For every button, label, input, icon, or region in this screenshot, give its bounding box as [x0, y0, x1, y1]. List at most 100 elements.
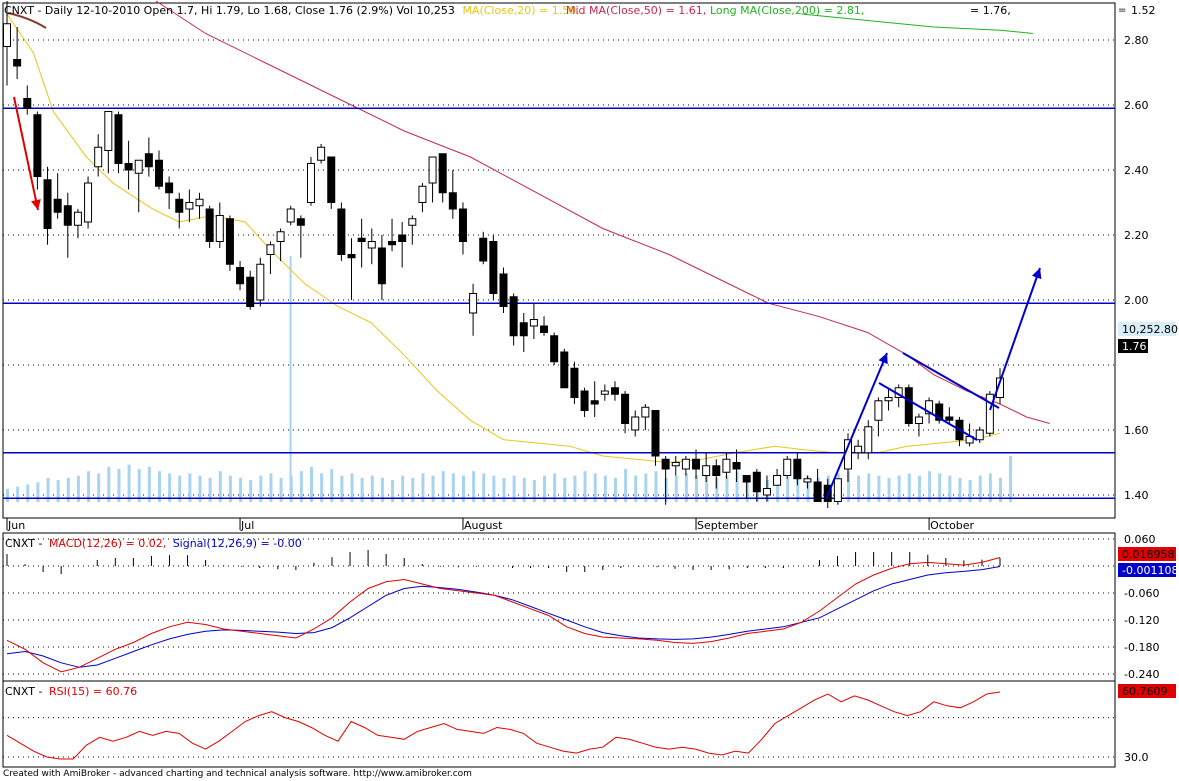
candles — [3, 0, 1004, 508]
volume-bar — [988, 473, 992, 502]
candle-body — [914, 416, 923, 424]
candle-body — [23, 98, 32, 109]
macd-title: CNXT - MACD(12,26) = 0.02, Signal(12,26,… — [5, 537, 302, 550]
volume-bar — [66, 477, 70, 502]
volume-bar — [360, 477, 364, 502]
macd-value-box — [1118, 547, 1176, 561]
flagpole-up-arrow-head — [878, 353, 888, 365]
candle-body — [296, 218, 305, 226]
volume-bar — [87, 471, 91, 502]
volume-bar — [877, 475, 881, 502]
volume-bar — [553, 473, 557, 502]
candle-body — [519, 322, 528, 337]
volume-bar — [867, 473, 871, 502]
candle-body — [996, 377, 1004, 398]
header-ticker-info: CNXT - Daily 12-10-2010 Open 1.7, Hi 1.7… — [4, 4, 580, 17]
volume-bar — [431, 475, 435, 502]
rsi-plot: 30.0 — [3, 691, 1149, 764]
last-price-box — [1118, 339, 1148, 353]
volume-bar — [968, 480, 972, 502]
candle-body — [793, 458, 802, 480]
volume-bar — [705, 473, 709, 502]
candle-body — [702, 465, 711, 476]
volume-bar — [239, 477, 243, 502]
candle-body — [246, 276, 255, 307]
month-label: Jun — [7, 519, 25, 532]
volume-bar — [543, 475, 547, 502]
candle-body — [276, 231, 285, 242]
macd-plot: 0.060 -0.060 -0.120 -0.180 -0.240 — [3, 533, 1159, 681]
trend-drawings — [13, 96, 1042, 500]
candle-body — [266, 244, 275, 255]
candle-body — [165, 182, 174, 194]
candle-body — [479, 237, 488, 262]
header-ma50: Mid MA(Close,50) = 1.61, — [566, 4, 706, 17]
month-label: October — [930, 519, 974, 532]
volume-bar — [624, 469, 628, 502]
volume-bar — [593, 473, 597, 502]
candle-body — [195, 198, 204, 207]
candle-body — [651, 410, 660, 457]
volume-bar — [97, 473, 101, 502]
candle-body — [337, 208, 346, 255]
candle-body — [144, 153, 153, 168]
volume-bar — [492, 475, 496, 502]
candle-body — [570, 367, 579, 398]
candle-body — [469, 293, 478, 314]
candle-body — [752, 471, 761, 493]
candle-body — [175, 198, 184, 213]
corner-marker: = — [1118, 5, 1126, 16]
volume-bar — [127, 464, 131, 502]
volume-bar — [107, 466, 111, 502]
candle-body — [236, 267, 245, 285]
rsi-tick-label: 30.0 — [1124, 751, 1149, 764]
candle-body — [590, 400, 599, 405]
signal-value-box — [1118, 563, 1176, 577]
volume-bar — [198, 475, 202, 502]
price-tick-label: 2.80 — [1124, 34, 1149, 47]
rsi-panel-frame — [2, 680, 1116, 768]
volume-bar — [46, 477, 50, 502]
candle-body — [418, 185, 427, 203]
candle-body — [185, 202, 194, 210]
candle-body — [742, 475, 751, 483]
candle-body — [864, 426, 873, 454]
volume-bar — [563, 477, 567, 502]
volume-spike-bar — [289, 256, 292, 502]
volume-bar — [928, 471, 932, 502]
volume-bar — [26, 484, 30, 502]
volume-bar — [76, 475, 80, 502]
volume-bar — [330, 469, 334, 502]
candle-body — [874, 400, 883, 421]
candle-body — [681, 458, 690, 470]
volume-bar — [978, 475, 982, 502]
volume-bar — [897, 475, 901, 502]
volume-bar — [715, 477, 719, 502]
volume-bar — [441, 471, 445, 502]
volume-bar — [157, 471, 161, 502]
candle-body — [43, 179, 52, 229]
target-up-arrow — [989, 267, 1041, 411]
volume-bar — [847, 471, 851, 502]
candle-body — [33, 114, 42, 177]
volume-bar — [725, 475, 729, 502]
candle-body — [803, 478, 812, 483]
rsi-value-box — [1118, 684, 1176, 698]
header-extra: = 1.76, — [970, 4, 1011, 17]
volume-bar — [532, 480, 536, 502]
volume-bar — [776, 475, 780, 502]
candle-body — [327, 156, 336, 203]
volume-bar — [147, 466, 151, 502]
macd-tick-label: -0.120 — [1124, 614, 1159, 627]
volume-bar — [948, 475, 952, 502]
candle-body — [84, 182, 93, 223]
candle-body — [438, 153, 447, 194]
ma200-line — [801, 13, 1034, 34]
candle-body — [114, 114, 123, 164]
volume-bar — [299, 471, 303, 502]
volume-bar — [735, 471, 739, 502]
candle-body — [621, 393, 630, 424]
volume-bar — [259, 475, 263, 502]
volume-bar — [461, 475, 465, 502]
volume-bar — [188, 473, 192, 502]
